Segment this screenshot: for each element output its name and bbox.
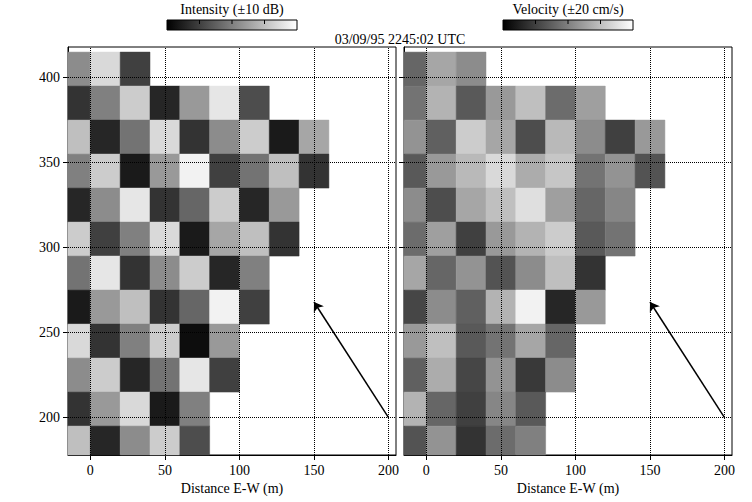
svg-text:Intensity (±10 dB): Intensity (±10 dB) — [180, 2, 284, 18]
svg-text:Distance E-W (m): Distance E-W (m) — [517, 481, 620, 497]
svg-text:03/09/95 2245:02 UTC: 03/09/95 2245:02 UTC — [335, 32, 466, 47]
svg-text:200: 200 — [39, 410, 60, 425]
svg-text:0: 0 — [423, 463, 430, 478]
svg-text:350: 350 — [39, 155, 60, 170]
svg-text:100: 100 — [565, 463, 586, 478]
svg-text:50: 50 — [158, 463, 172, 478]
svg-text:150: 150 — [304, 463, 325, 478]
svg-text:Distance E-W (m): Distance E-W (m) — [181, 481, 284, 497]
svg-text:400: 400 — [39, 70, 60, 85]
svg-text:200: 200 — [378, 463, 399, 478]
svg-text:300: 300 — [39, 240, 60, 255]
svg-text:100: 100 — [229, 463, 250, 478]
svg-text:200: 200 — [714, 463, 735, 478]
svg-text:150: 150 — [640, 463, 661, 478]
svg-text:0: 0 — [87, 463, 94, 478]
svg-text:50: 50 — [494, 463, 508, 478]
svg-text:250: 250 — [39, 325, 60, 340]
svg-text:Velocity (±20 cm/s): Velocity (±20 cm/s) — [512, 2, 623, 18]
